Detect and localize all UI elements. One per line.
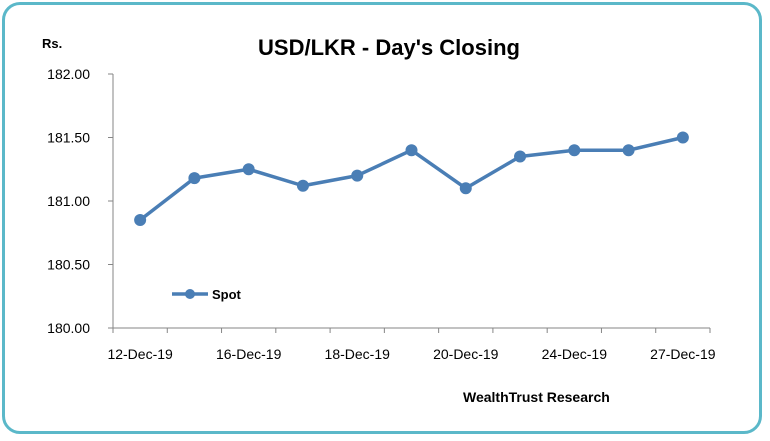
y-tick-label: 181.50 [47, 130, 90, 146]
chart-title: USD/LKR - Day's Closing [258, 35, 520, 60]
source-label: WealthTrust Research [463, 389, 610, 405]
x-tick-label: 27-Dec-19 [650, 346, 716, 362]
data-point [514, 150, 527, 163]
y-axis-unit-label: Rs. [42, 36, 62, 51]
x-tick-label: 18-Dec-19 [325, 346, 391, 362]
data-point [188, 172, 201, 185]
series-spot [134, 131, 689, 227]
data-point [296, 179, 309, 192]
x-tick-label: 16-Dec-19 [216, 346, 282, 362]
x-axis-ticks: 12-Dec-19 16-Dec-19 18-Dec-19 20-Dec-19 24-D… [107, 328, 716, 362]
data-point [676, 131, 689, 144]
legend-marker [185, 289, 195, 299]
y-tick-label: 180.00 [47, 320, 90, 336]
data-point [459, 182, 472, 195]
data-point [568, 144, 581, 157]
data-point [134, 214, 147, 227]
y-tick-label: 182.00 [47, 66, 90, 82]
data-point [405, 144, 418, 157]
x-tick-label: 20-Dec-19 [433, 346, 499, 362]
data-point [622, 144, 635, 157]
data-point [242, 163, 255, 176]
x-tick-label: 24-Dec-19 [542, 346, 608, 362]
legend: Spot [172, 287, 242, 302]
data-point [351, 169, 364, 182]
axes [112, 74, 710, 329]
chart-frame [2, 2, 762, 434]
x-tick-label: 12-Dec-19 [107, 346, 173, 362]
y-tick-label: 181.00 [47, 193, 90, 209]
y-axis-ticks: 180.00 180.50 181.00 181.50 182.00 [47, 66, 113, 336]
y-tick-label: 180.50 [47, 257, 90, 273]
legend-label-spot: Spot [212, 287, 242, 302]
